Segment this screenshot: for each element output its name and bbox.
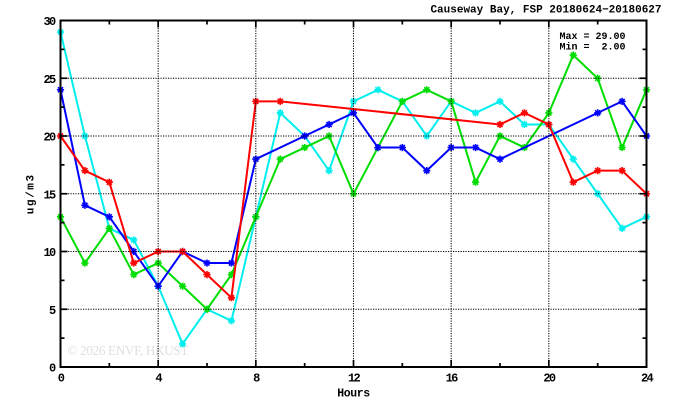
svg-text:Max = 29.00: Max = 29.00: [560, 32, 626, 43]
svg-text:12: 12: [348, 372, 361, 386]
svg-text:4: 4: [155, 372, 162, 386]
svg-text:Causeway Bay, FSP 20180624−201: Causeway Bay, FSP 20180624−20180627: [430, 5, 661, 17]
svg-text:8: 8: [253, 372, 260, 386]
svg-text:10: 10: [43, 246, 56, 260]
svg-text:20: 20: [43, 131, 56, 145]
svg-text:20: 20: [543, 372, 556, 386]
svg-text:5: 5: [49, 304, 56, 318]
svg-text:0: 0: [49, 362, 56, 376]
svg-text:16: 16: [446, 372, 459, 386]
svg-text:Hours: Hours: [337, 388, 370, 401]
svg-text:24: 24: [641, 372, 654, 386]
svg-text:Min = 2.00: Min = 2.00: [560, 41, 626, 53]
svg-text:0: 0: [58, 372, 65, 386]
svg-text:© 2026 ENVF, HKUST: © 2026 ENVF, HKUST: [68, 343, 189, 358]
svg-text:ug/m3: ug/m3: [25, 173, 37, 214]
svg-text:30: 30: [43, 15, 56, 29]
svg-text:25: 25: [43, 73, 56, 87]
svg-text:15: 15: [43, 188, 56, 202]
